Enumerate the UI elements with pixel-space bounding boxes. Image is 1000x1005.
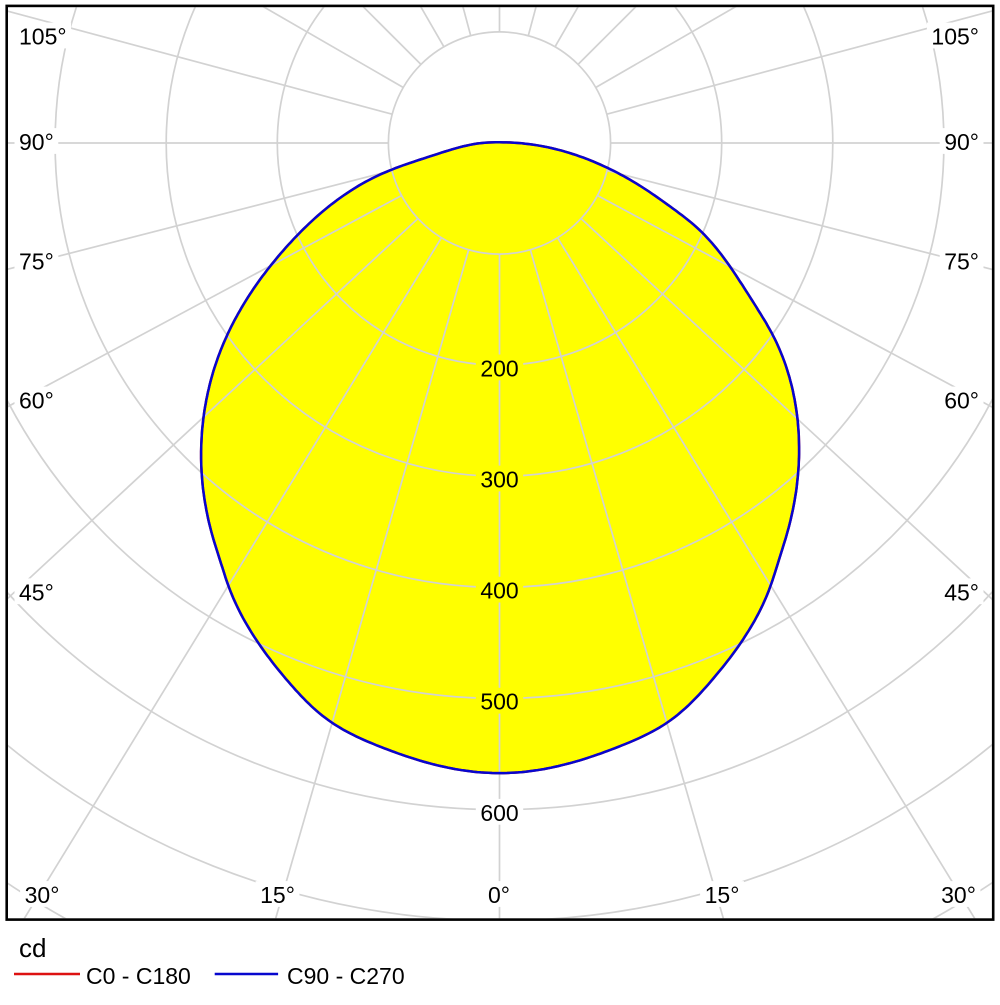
svg-text:90°: 90° — [19, 129, 54, 155]
svg-text:C90 - C270: C90 - C270 — [287, 963, 405, 989]
svg-text:105°: 105° — [19, 24, 67, 50]
svg-text:300: 300 — [480, 467, 518, 493]
svg-text:75°: 75° — [944, 249, 979, 275]
svg-text:75°: 75° — [19, 249, 54, 275]
svg-text:600: 600 — [480, 800, 518, 826]
svg-text:30°: 30° — [941, 882, 976, 908]
svg-text:15°: 15° — [260, 882, 295, 908]
svg-text:200: 200 — [480, 355, 518, 381]
svg-text:90°: 90° — [944, 129, 979, 155]
svg-text:45°: 45° — [19, 579, 54, 605]
svg-text:60°: 60° — [19, 388, 54, 414]
svg-text:15°: 15° — [705, 882, 740, 908]
svg-text:105°: 105° — [931, 24, 979, 50]
svg-text:0°: 0° — [488, 882, 510, 908]
svg-text:30°: 30° — [25, 882, 60, 908]
svg-text:C0 - C180: C0 - C180 — [86, 963, 191, 989]
svg-text:500: 500 — [480, 689, 518, 715]
svg-text:60°: 60° — [944, 388, 979, 414]
svg-text:45°: 45° — [944, 579, 979, 605]
svg-text:400: 400 — [480, 578, 518, 604]
svg-text:cd: cd — [19, 933, 46, 963]
